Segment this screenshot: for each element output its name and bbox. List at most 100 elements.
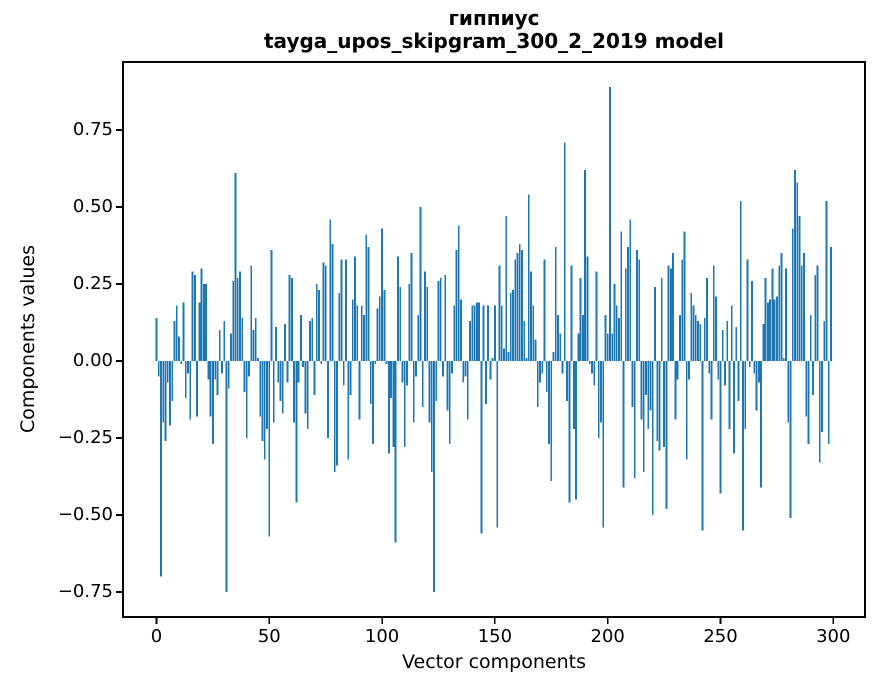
bar	[462, 361, 465, 383]
bar	[200, 268, 203, 361]
bar	[372, 361, 374, 445]
bar	[681, 259, 684, 361]
bar	[457, 225, 460, 361]
bar	[381, 228, 383, 361]
bar	[399, 287, 402, 361]
bar	[778, 265, 781, 361]
bar	[252, 330, 255, 361]
bar	[193, 274, 196, 361]
bar	[198, 302, 201, 361]
bar	[225, 361, 228, 592]
bar	[785, 268, 787, 361]
bar	[633, 361, 636, 479]
bar	[757, 361, 760, 383]
bar	[180, 361, 183, 365]
bar	[575, 361, 578, 500]
bar	[387, 361, 390, 454]
x-axis-label: Vector components	[402, 651, 586, 673]
bar	[293, 361, 296, 423]
bar	[178, 336, 180, 361]
bar	[480, 361, 483, 534]
bar	[593, 361, 596, 386]
bar	[764, 277, 767, 361]
bar	[812, 361, 814, 395]
bar	[349, 361, 352, 395]
bar	[302, 361, 305, 368]
bar	[516, 253, 519, 361]
x-tick-label: 150	[477, 626, 513, 647]
bar	[505, 216, 508, 361]
bar	[279, 361, 282, 402]
bar	[514, 259, 517, 361]
bar	[678, 314, 681, 361]
bar	[471, 305, 474, 361]
y-tick-label: 0.50	[72, 196, 113, 217]
bar	[518, 243, 521, 361]
bar	[737, 361, 740, 402]
bar	[521, 250, 523, 361]
bar	[539, 361, 541, 383]
bar	[187, 361, 189, 374]
bar	[597, 361, 600, 438]
bar	[162, 361, 165, 423]
bar	[453, 305, 456, 361]
bar	[358, 361, 361, 420]
bar	[236, 277, 239, 361]
bar	[563, 142, 566, 361]
bar	[805, 361, 808, 417]
bar	[469, 320, 471, 361]
bar	[261, 361, 264, 442]
bar	[794, 170, 796, 361]
bar	[827, 361, 830, 445]
bar	[435, 361, 438, 402]
bar	[665, 361, 668, 509]
bar	[809, 314, 812, 361]
bar	[212, 361, 214, 445]
bar	[796, 182, 799, 361]
bar	[602, 361, 605, 528]
bar	[433, 361, 435, 592]
bar	[223, 320, 226, 361]
bar	[620, 231, 623, 361]
bar	[478, 302, 481, 361]
bar	[482, 305, 485, 361]
bar	[715, 296, 717, 361]
bar	[374, 361, 377, 365]
bar	[196, 361, 199, 417]
bar	[692, 305, 695, 361]
bar	[735, 327, 738, 361]
bar	[182, 302, 185, 361]
bar	[760, 361, 763, 488]
bar	[304, 361, 307, 414]
bar	[561, 361, 564, 374]
bar	[406, 361, 408, 386]
bar	[424, 271, 426, 361]
bar	[290, 277, 293, 361]
bar	[780, 253, 783, 361]
bar	[448, 361, 451, 445]
bar	[227, 361, 230, 389]
y-tick-label: −0.25	[57, 427, 113, 448]
bar	[430, 361, 433, 472]
bar	[160, 361, 162, 577]
bar	[376, 308, 379, 361]
bar	[329, 219, 332, 361]
bar	[500, 305, 503, 361]
bar	[726, 320, 729, 361]
bar	[207, 361, 210, 380]
bar	[288, 274, 291, 361]
bar	[205, 284, 208, 361]
bar	[295, 361, 298, 503]
bar	[191, 271, 194, 361]
bar	[699, 324, 702, 361]
bar	[315, 284, 318, 361]
y-tick-label: −0.50	[57, 504, 113, 525]
bar	[494, 305, 496, 361]
bar	[776, 296, 778, 361]
bar	[771, 268, 774, 361]
bar	[189, 361, 192, 420]
bar	[744, 361, 747, 429]
bar	[340, 259, 343, 361]
bar	[157, 361, 160, 377]
